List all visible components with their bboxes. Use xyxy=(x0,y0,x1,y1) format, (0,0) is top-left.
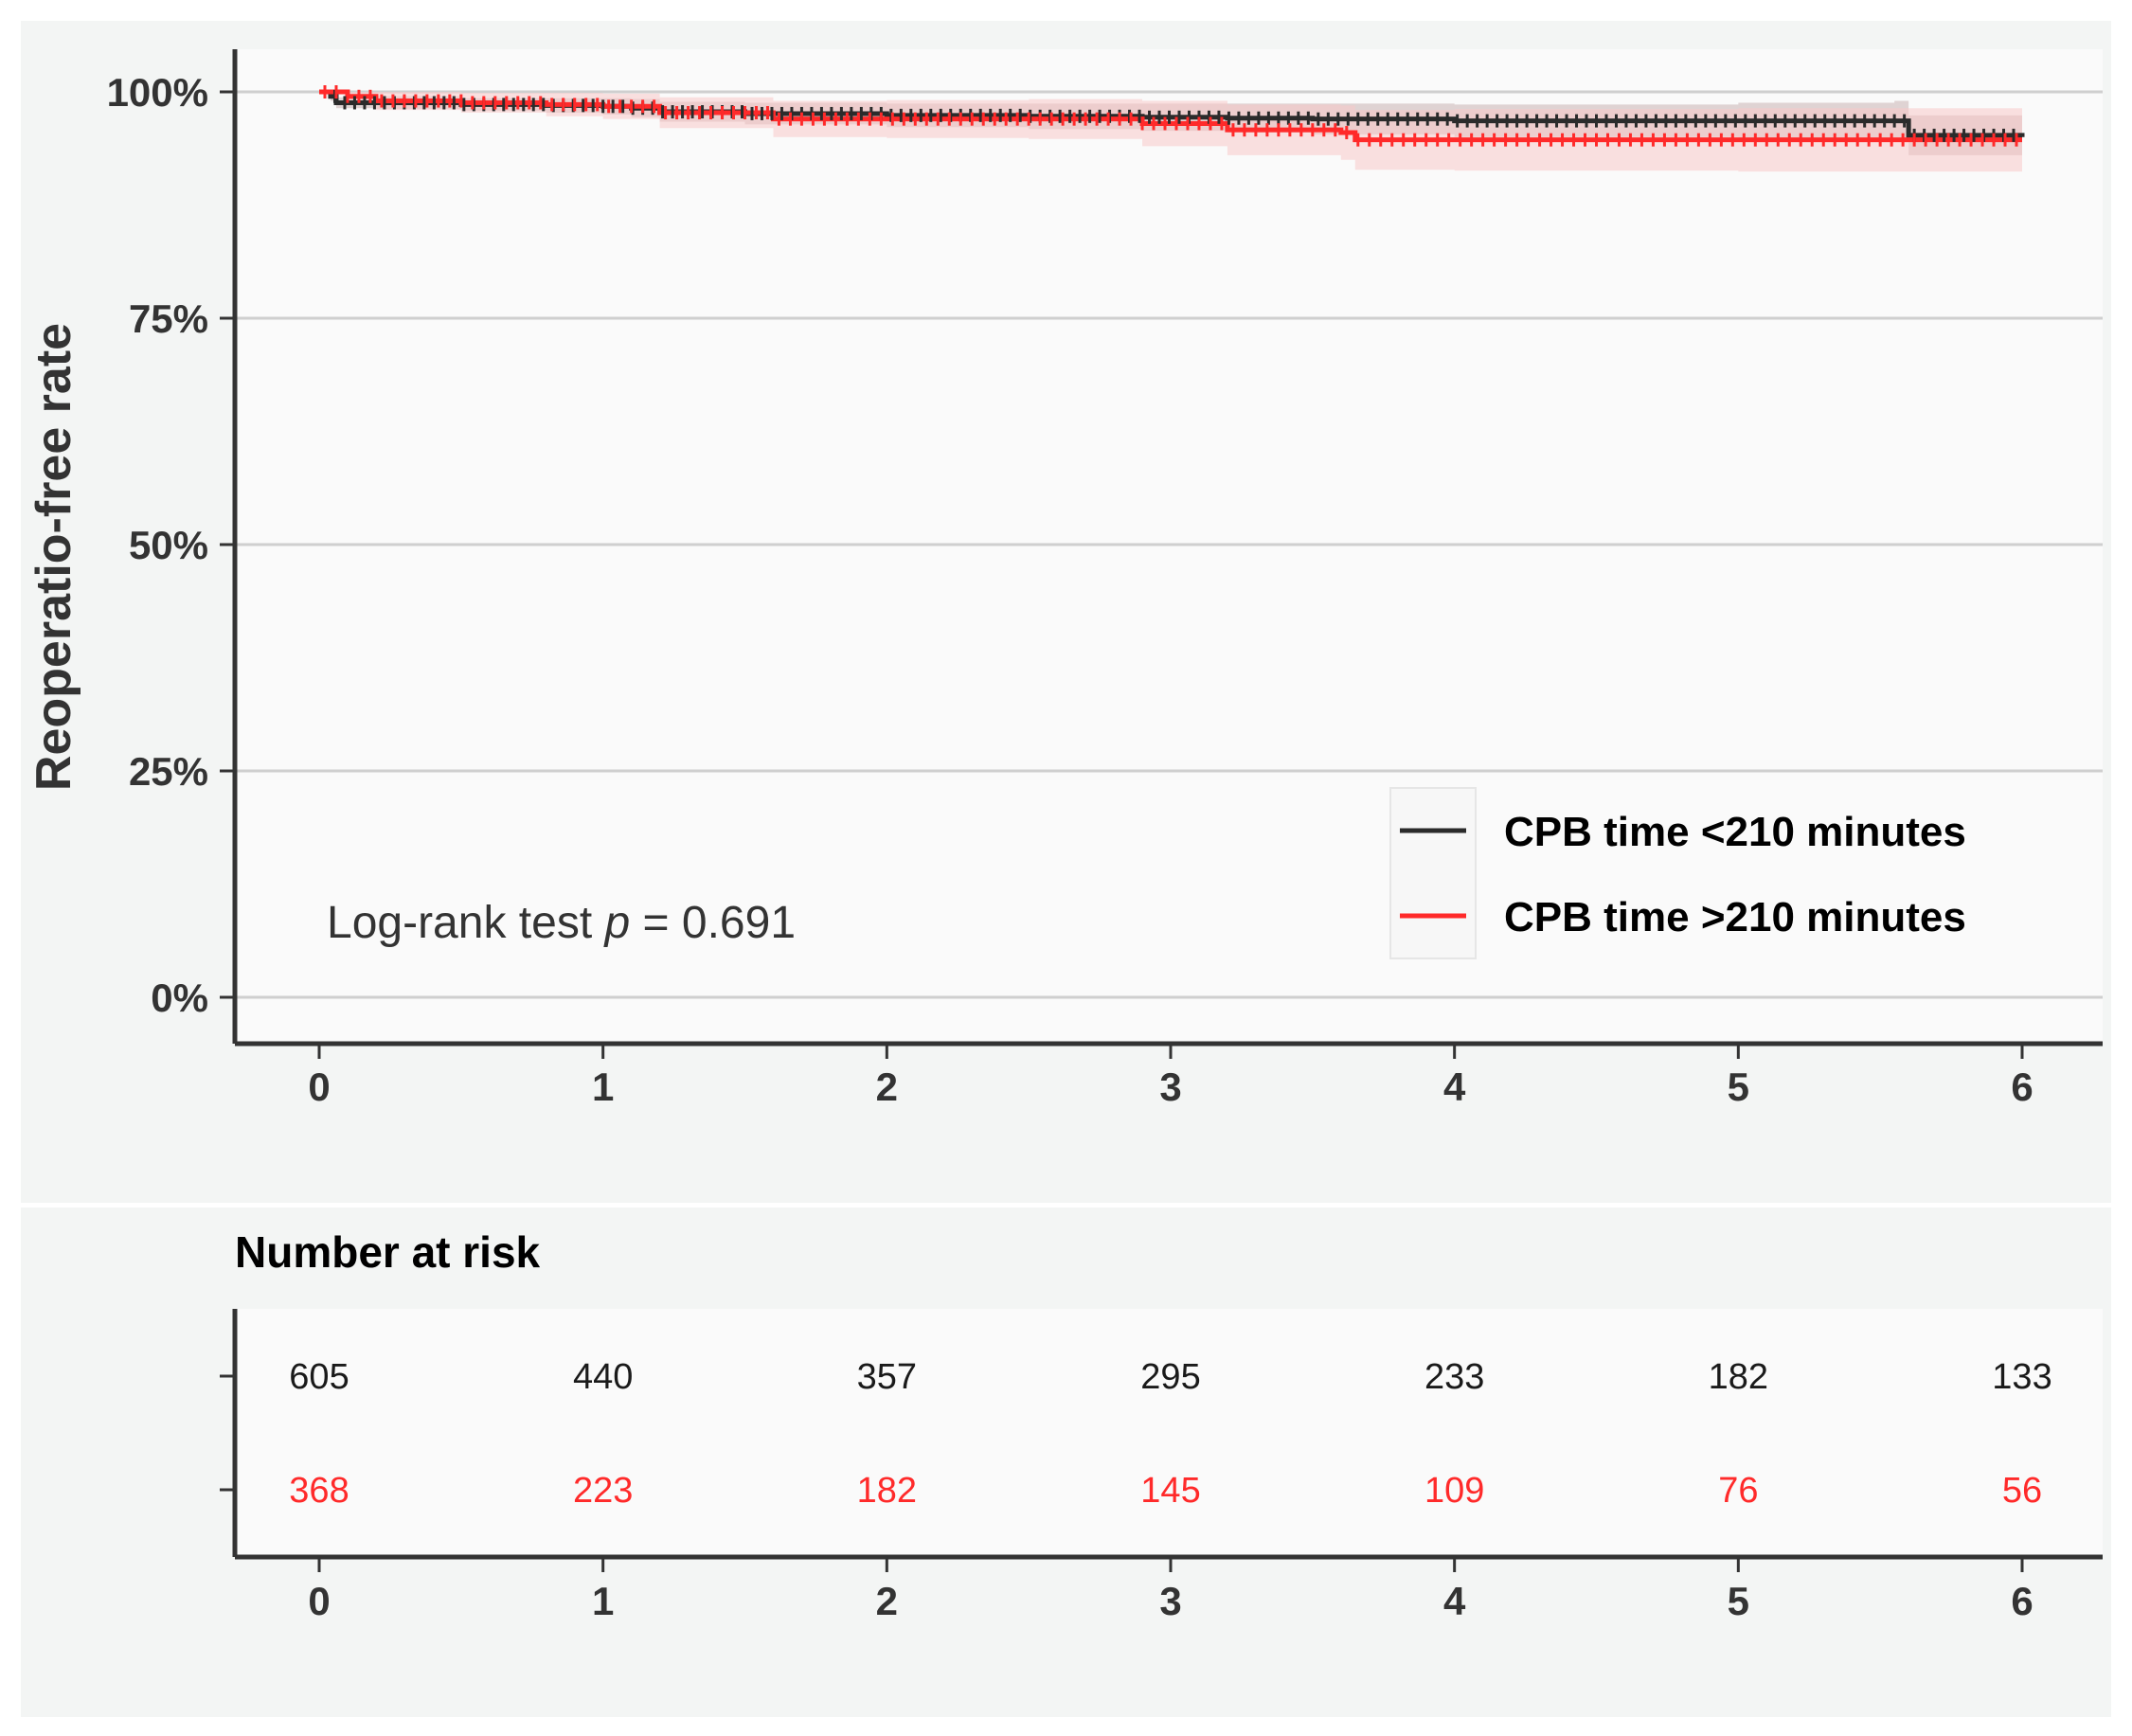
risk-cell: 368 xyxy=(289,1471,349,1511)
risk-x-tick-label: 4 xyxy=(1443,1579,1466,1623)
x-tick-label: 4 xyxy=(1443,1065,1466,1109)
x-tick-label: 2 xyxy=(876,1065,898,1109)
risk-cell: 133 xyxy=(1992,1357,2051,1397)
risk-cell: 295 xyxy=(1140,1357,1200,1397)
y-tick-label: 25% xyxy=(129,749,208,794)
risk-table-area xyxy=(235,1309,2103,1557)
y-axis-ticks: 0% 25% 50% 75% 100% xyxy=(107,70,235,1020)
log-rank-annotation: Log-rank test p = 0.691 xyxy=(327,898,796,948)
legend-label-1: CPB time >210 minutes xyxy=(1504,894,1966,940)
risk-cell: 605 xyxy=(289,1357,349,1397)
risk-cell: 223 xyxy=(573,1471,633,1511)
risk-table-title: Number at risk xyxy=(235,1227,541,1277)
annotation-prefix: Log-rank test xyxy=(327,898,604,948)
risk-x-tick-label: 2 xyxy=(876,1579,898,1623)
x-tick-label: 3 xyxy=(1159,1065,1181,1109)
risk-cell: 145 xyxy=(1140,1471,1200,1511)
risk-cell: 233 xyxy=(1424,1357,1484,1397)
risk-table-x-ticks: 0 1 2 3 4 5 6 xyxy=(308,1557,2033,1623)
legend-key-box xyxy=(1389,787,1477,959)
y-tick-label: 100% xyxy=(107,70,208,115)
risk-table-axes xyxy=(220,1309,2103,1560)
x-tick-label: 5 xyxy=(1728,1065,1749,1109)
risk-cell: 76 xyxy=(1718,1471,1758,1511)
x-tick-label: 1 xyxy=(592,1065,614,1109)
grid-lines xyxy=(235,90,2103,999)
risk-cell: 56 xyxy=(2002,1471,2042,1511)
x-tick-label: 6 xyxy=(2011,1065,2033,1109)
y-tick-label: 75% xyxy=(129,296,208,341)
risk-cell: 182 xyxy=(857,1471,917,1511)
annotation-p-symbol: p xyxy=(602,898,630,948)
annotation-p-value: 0.691 xyxy=(682,898,796,948)
censor-marks xyxy=(323,85,2018,147)
annotation-equals: = xyxy=(630,898,682,948)
risk-x-tick-label: 5 xyxy=(1728,1579,1749,1623)
risk-x-tick-label: 1 xyxy=(592,1579,614,1623)
risk-cell: 182 xyxy=(1709,1357,1768,1397)
legend: CPB time <210 minutes CPB time >210 minu… xyxy=(1389,787,1966,959)
risk-cell: 440 xyxy=(573,1357,633,1397)
risk-table-cells: 605 440 357 295 233 182 133 368 223 182 145 109 76 56 xyxy=(289,1357,2051,1511)
x-axis-ticks: 0 1 2 3 4 5 6 xyxy=(308,1044,2033,1109)
risk-cell: 109 xyxy=(1424,1471,1484,1511)
risk-x-tick-label: 0 xyxy=(308,1579,330,1623)
plot-axes xyxy=(232,49,2103,1047)
y-tick-label: 50% xyxy=(129,523,208,567)
x-tick-label: 0 xyxy=(308,1065,330,1109)
plot-area xyxy=(235,49,2103,1044)
risk-x-tick-label: 6 xyxy=(2011,1579,2033,1623)
y-axis-label: Reoperatio-free rate xyxy=(27,323,81,791)
survival-plot: 0% 25% 50% 75% 100% 0 1 2 3 4 5 6 Reoperatio-free … xyxy=(27,49,2103,1109)
legend-label-0: CPB time <210 minutes xyxy=(1504,809,1966,855)
risk-cell: 357 xyxy=(857,1357,917,1397)
y-tick-label: 0% xyxy=(151,975,208,1020)
risk-x-tick-label: 3 xyxy=(1159,1579,1181,1623)
